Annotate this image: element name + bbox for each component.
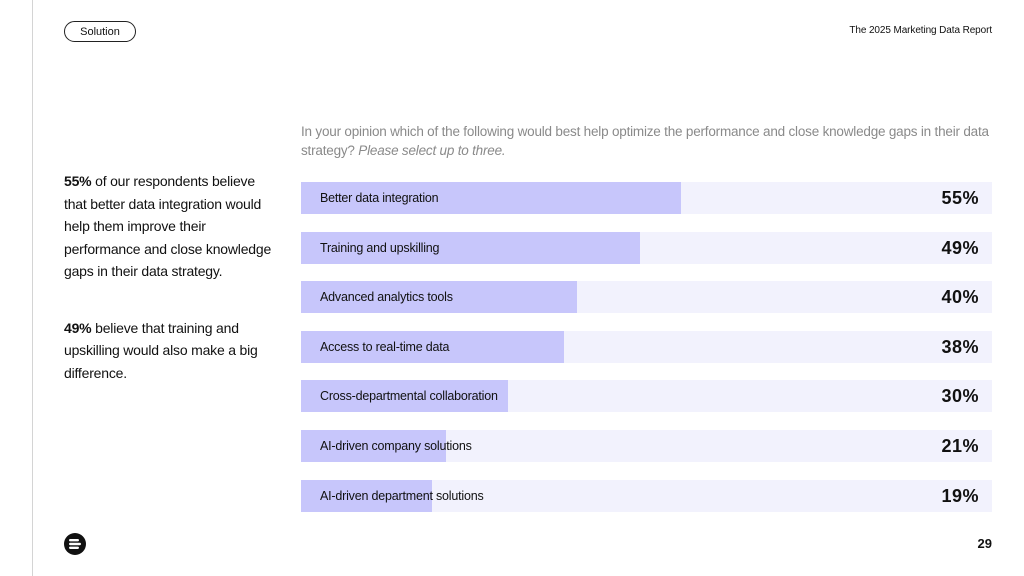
bar bbox=[301, 380, 509, 413]
insight-stat: 49% bbox=[64, 319, 92, 336]
survey-question: In your opinion which of the following w… bbox=[301, 122, 991, 160]
category-label: Advanced analytics tools bbox=[320, 290, 453, 305]
category-label: Training and upskilling bbox=[320, 240, 440, 255]
bar-row: Better data integration 55% bbox=[301, 182, 992, 214]
bar bbox=[301, 182, 682, 214]
bar-row: AI-driven company solutions 21% bbox=[301, 429, 992, 462]
brand-logo-icon bbox=[64, 533, 86, 555]
insight-text: believe that training and upskilling wou… bbox=[64, 319, 258, 381]
insight-stat: 55% bbox=[64, 173, 92, 189]
bar-row: Training and upskilling 49% bbox=[301, 231, 992, 264]
bar-row: AI-driven department solutions 19% bbox=[301, 479, 992, 512]
insight-2: 49% believe that training and upskilling… bbox=[64, 317, 279, 385]
category-label: AI-driven department solutions bbox=[320, 488, 484, 503]
report-title: The 2025 Marketing Data Report bbox=[849, 25, 992, 36]
insight-text: of our respondents believe that better d… bbox=[64, 173, 272, 279]
question-instruction: Please select up to three. bbox=[358, 143, 506, 158]
bar bbox=[301, 231, 640, 264]
value-label: 21% bbox=[941, 435, 979, 456]
insights-panel: 55% of our respondents believe that bett… bbox=[64, 170, 279, 384]
section-tag: Solution bbox=[64, 21, 136, 42]
question-text: In your opinion which of the following w… bbox=[301, 124, 989, 158]
value-label: 49% bbox=[941, 237, 979, 258]
bar-chart: Better data integration 55% Training and u… bbox=[301, 182, 992, 529]
bar bbox=[301, 429, 447, 462]
value-label: 19% bbox=[941, 485, 979, 506]
category-label: Better data integration bbox=[320, 191, 439, 205]
category-label: Cross-departmental collaboration bbox=[320, 389, 498, 404]
bar bbox=[301, 479, 433, 512]
category-label: AI-driven company solutions bbox=[320, 438, 472, 453]
value-label: 55% bbox=[941, 188, 979, 208]
left-divider bbox=[32, 0, 33, 576]
bar-row: Advanced analytics tools 40% bbox=[301, 281, 992, 314]
category-label: Access to real-time data bbox=[320, 339, 450, 354]
bar-row: Cross-departmental collaboration 30% bbox=[301, 380, 992, 413]
value-label: 30% bbox=[941, 386, 979, 407]
insight-1: 55% of our respondents believe that bett… bbox=[64, 170, 279, 283]
value-label: 38% bbox=[941, 336, 979, 357]
value-label: 40% bbox=[941, 287, 979, 308]
bar bbox=[301, 281, 578, 314]
bar-row: Access to real-time data 38% bbox=[301, 330, 992, 363]
bar bbox=[301, 330, 564, 363]
page-number: 29 bbox=[977, 536, 992, 551]
